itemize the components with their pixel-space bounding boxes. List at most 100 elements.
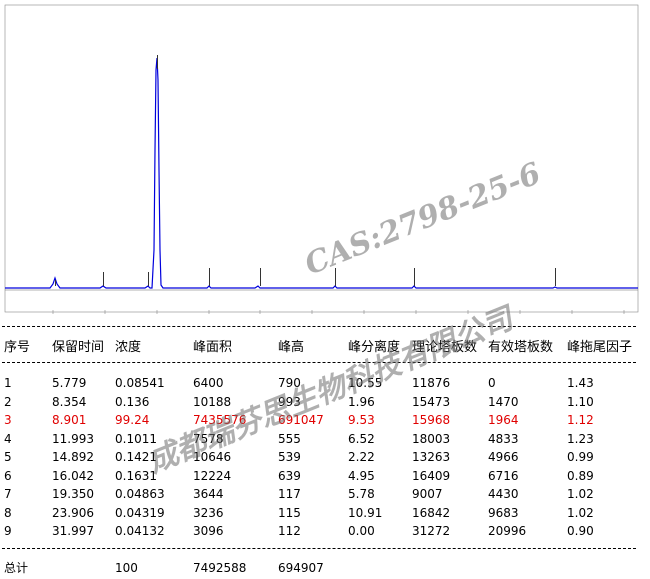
table-cell: 9 [4,524,12,538]
table-cell: 8.354 [52,394,87,409]
table-cell: 5.78 [348,487,375,501]
table-cell: 8 [4,505,12,520]
table-cell: 12224 [193,468,232,483]
total-cell: 694907 [278,561,324,575]
table-cell: 13263 [412,450,451,464]
table-cell: 1.10 [567,394,594,409]
table-cell: 3644 [193,487,224,501]
table-cell: 115 [278,505,301,520]
table-cell: 1.02 [567,487,594,501]
table-cell: 1964 [488,413,519,427]
column-header: 有效塔板数 [488,340,554,355]
rule [2,362,636,363]
table-cell: 4430 [488,487,519,501]
table-cell: 11876 [412,376,451,390]
table-cell: 3236 [193,505,224,520]
table-cell: 7435576 [193,413,247,427]
table-cell: 20996 [488,524,527,538]
chromatogram [4,4,639,314]
table-cell: 1470 [488,394,519,409]
column-header: 峰面积 [193,340,233,355]
table-cell: 117 [278,487,301,501]
table-cell: 3096 [193,524,224,538]
column-header: 峰分离度 [348,340,401,355]
table-cell: 10.91 [348,505,383,520]
signal-trace [5,57,638,289]
table-cell: 9683 [488,505,519,520]
table-cell: 790 [278,376,301,390]
table-cell: 16409 [412,468,451,483]
table-cell: 16842 [412,505,451,520]
table-cell: 0.08541 [115,376,165,390]
total-cell: 100 [115,561,138,575]
table-cell: 0.90 [567,524,594,538]
table-cell: 23.906 [52,505,94,520]
table-cell: 18003 [412,431,451,446]
peak-markers [55,55,556,286]
table-cell: 0.04863 [115,487,165,501]
table-cell: 539 [278,450,301,464]
table-cell: 3 [4,413,12,427]
table-cell: 1.96 [348,394,375,409]
table-cell: 11.993 [52,431,94,446]
table-cell: 99.24 [115,413,150,427]
rule [2,326,636,327]
table-cell: 16.042 [52,468,94,483]
table-cell: 6.52 [348,431,375,446]
table-cell: 14.892 [52,450,94,464]
table-cell: 1.23 [567,431,594,446]
table-cell: 0.04319 [115,505,165,520]
column-header: 峰拖尾因子 [567,340,633,355]
table-cell: 4.95 [348,468,375,483]
column-header: 浓度 [115,340,142,355]
plot-frame [4,4,639,313]
column-header: 理论塔板数 [412,340,478,355]
table-cell: 1.02 [567,505,594,520]
table-cell: 0.99 [567,450,594,464]
table-cell: 691047 [278,413,324,427]
table-cell: 5 [4,450,12,464]
table-cell: 1 [4,376,12,390]
table-cell: 112 [278,524,301,538]
table-cell: 0.136 [115,394,150,409]
table-cell: 9.53 [348,413,375,427]
table-cell: 10188 [193,394,232,409]
table-cell: 0.00 [348,524,375,538]
table-cell: 2.22 [348,450,375,464]
table-cell: 6 [4,468,12,483]
table-cell: 15473 [412,394,451,409]
table-cell: 10.55 [348,376,383,390]
table-cell: 0.1011 [115,431,157,446]
total-cell: 7492588 [193,561,247,575]
total-cell: 总计 [4,561,29,575]
table-cell: 6716 [488,468,519,483]
table-cell: 0 [488,376,496,390]
table-cell: 31272 [412,524,451,538]
table-cell: 0.04132 [115,524,165,538]
table-cell: 4833 [488,431,519,446]
table-cell: 639 [278,468,301,483]
column-header: 保留时间 [52,340,105,355]
table-cell: 2 [4,394,12,409]
table-cell: 993 [278,394,301,409]
table-cell: 555 [278,431,301,446]
table-cell: 0.89 [567,468,594,483]
table-cell: 15968 [412,413,451,427]
table-cell: 9007 [412,487,443,501]
table-cell: 6400 [193,376,224,390]
table-cell: 31.997 [52,524,94,538]
table-cell: 7 [4,487,12,501]
table-cell: 8.901 [52,413,87,427]
table-cell: 4 [4,431,12,446]
table-cell: 0.1421 [115,450,157,464]
column-header: 峰高 [278,340,305,355]
table-cell: 0.1631 [115,468,157,483]
table-cell: 1.43 [567,376,594,390]
table-cell: 1.12 [567,413,594,427]
table-cell: 19.350 [52,487,94,501]
x-ticks [52,310,625,314]
table-cell: 10646 [193,450,232,464]
table-cell: 5.779 [52,376,87,390]
rule [2,548,636,549]
